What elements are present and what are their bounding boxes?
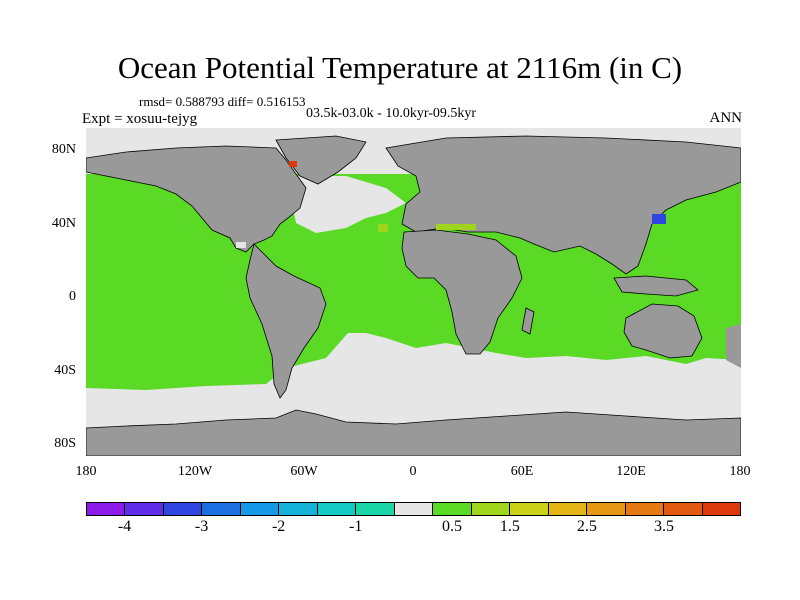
colorbar-swatch [279, 503, 318, 515]
colorbar-swatch [548, 503, 588, 515]
lon-tick-120w: 120W [177, 464, 213, 479]
experiment-label: Expt = xosuu-tejyg [82, 111, 198, 127]
antarctica [86, 409, 741, 456]
colorbar-label: -1 [349, 518, 363, 535]
africa [401, 229, 523, 355]
stats-label: rmsd= 0.588793 diff= 0.516153 [139, 94, 306, 109]
colorbar-swatch [317, 503, 357, 515]
lon-tick-180w: 180 [75, 464, 97, 479]
colorbar-label: 2.5 [576, 518, 597, 535]
colorbar [86, 502, 741, 516]
warm-spot-mediterranean [436, 224, 476, 230]
lat-tick-80n: 80N [51, 142, 76, 157]
colorbar-swatch [587, 503, 626, 515]
colorbar-label: -3 [194, 518, 209, 535]
colorbar-label: 0.5 [442, 518, 463, 535]
lon-tick-0: 0 [409, 464, 417, 479]
lon-tick-60w: 60W [290, 464, 318, 479]
lon-tick-180e: 180 [729, 464, 751, 479]
colorbar-swatch [394, 503, 434, 515]
lon-tick-120e: 120E [616, 464, 646, 479]
colorbar-swatch [87, 503, 126, 515]
madagascar [521, 307, 535, 335]
lat-tick-40n: 40N [51, 216, 76, 231]
colorbar-swatch [125, 503, 164, 515]
cold-spot-japan [652, 214, 666, 224]
colorbar-swatch [356, 503, 395, 515]
east-pacific-land-edge [726, 324, 741, 368]
colorbar-swatch [240, 503, 280, 515]
colorbar-swatch [510, 503, 549, 515]
colorbar-swatch [471, 503, 511, 515]
ocean-temperature-map [86, 128, 741, 456]
lat-tick-40s: 40S [54, 363, 76, 378]
lat-tick-80s: 80S [54, 436, 76, 451]
period-label: 03.5k-03.0k - 10.0kyr-09.5kyr [306, 106, 477, 121]
colorbar-label: 1.5 [499, 518, 520, 535]
australia [623, 303, 703, 359]
map-title: Ocean Potential Temperature at 2116m (in… [117, 50, 683, 85]
south-america [245, 243, 327, 399]
colorbar-swatch [433, 503, 472, 515]
colorbar-swatch [163, 503, 203, 515]
warm-spot-arctic [289, 161, 297, 167]
colorbar-swatch [625, 503, 665, 515]
colorbar-label: -4 [117, 518, 132, 535]
colorbar-label: 3.5 [653, 518, 674, 535]
north-atlantic-near-zero [291, 176, 406, 233]
near-zero-caribbean [236, 242, 246, 248]
lat-tick-0: 0 [69, 289, 76, 304]
maritime-continent [613, 275, 699, 297]
warm-spot-atlantic [378, 224, 388, 232]
season-label: ANN [709, 110, 743, 126]
colorbar-swatch [202, 503, 241, 515]
eurasia [385, 135, 741, 275]
colorbar-swatch [702, 503, 740, 515]
colorbar-swatch [664, 503, 703, 515]
lon-tick-60e: 60E [510, 464, 534, 479]
colorbar-label: -2 [271, 518, 286, 535]
